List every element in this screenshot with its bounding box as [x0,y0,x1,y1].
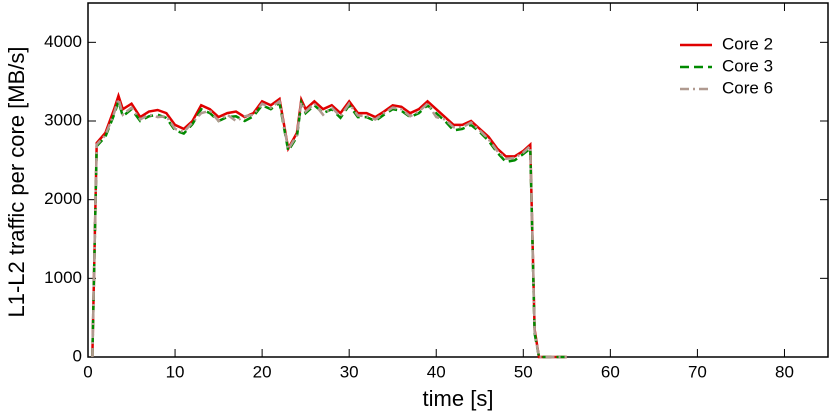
y-tick-label: 3000 [44,110,82,129]
x-axis-label: time [s] [423,386,494,411]
x-tick-label: 70 [688,362,707,381]
x-tick-label: 30 [340,362,359,381]
y-tick-label: 2000 [44,189,82,208]
legend-label: Core 3 [722,56,773,75]
series-line [91,91,567,359]
series-line [91,97,567,359]
series-line [91,94,567,359]
legend-label: Core 6 [722,78,773,97]
x-tick-label: 50 [514,362,533,381]
x-tick-label: 80 [775,362,794,381]
y-tick-label: 1000 [44,268,82,287]
x-tick-label: 10 [166,362,185,381]
y-tick-label: 4000 [44,32,82,51]
y-tick-label: 0 [73,346,82,365]
legend-label: Core 2 [722,34,773,53]
x-tick-label: 20 [253,362,272,381]
x-tick-label: 60 [601,362,620,381]
x-tick-label: 40 [427,362,446,381]
plot-frame [87,2,829,358]
y-axis-label: L1-L2 traffic per core [MB/s] [4,46,29,317]
x-tick-label: 0 [83,362,92,381]
